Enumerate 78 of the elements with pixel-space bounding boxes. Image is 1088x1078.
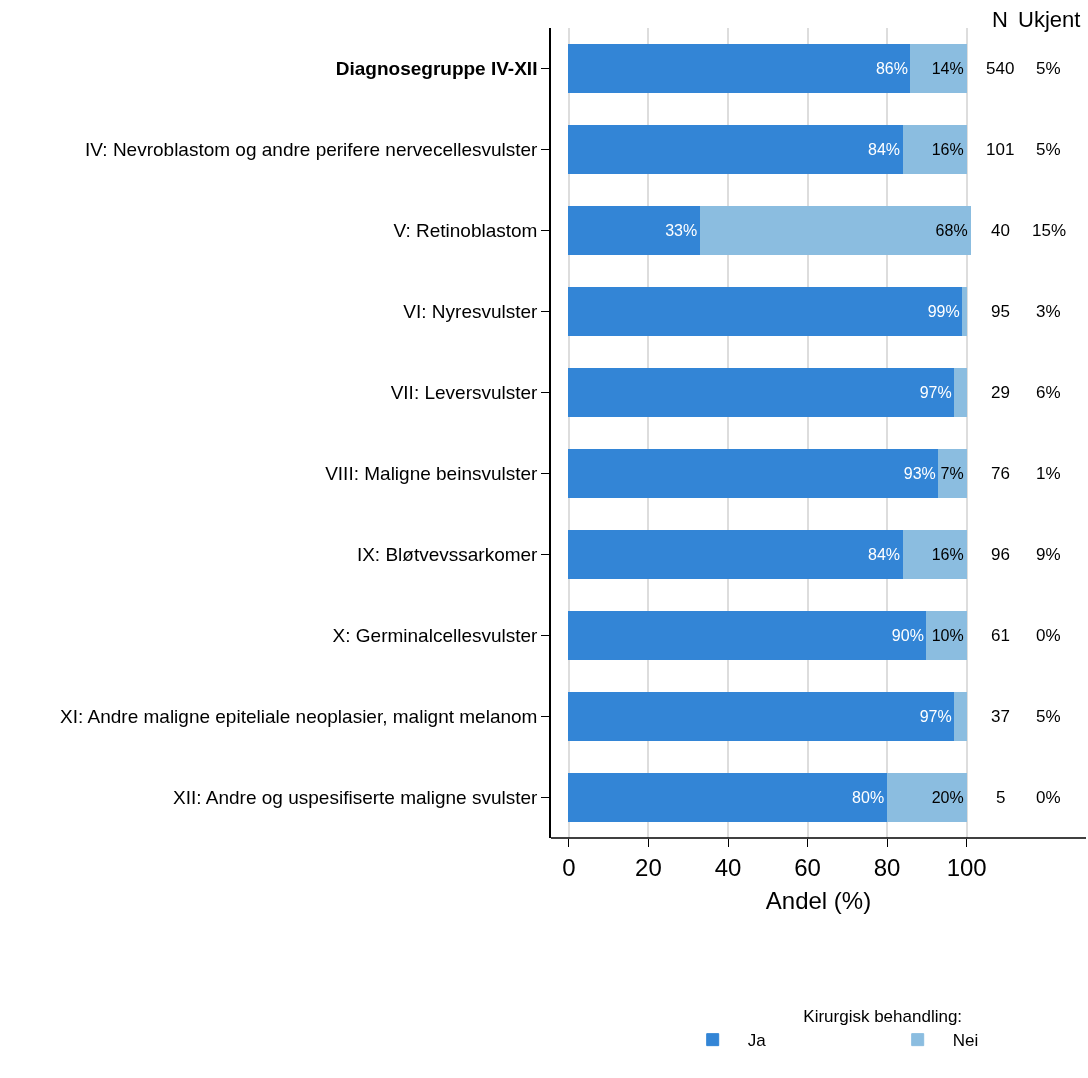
y-tick-label: VI: Nyresvulster [403, 301, 539, 323]
annotation: 76 [991, 464, 1010, 483]
annotation: 5% [1036, 140, 1061, 159]
y-tick-label: Diagnosegruppe IV-XII [335, 58, 538, 80]
annotation: 9% [1036, 545, 1061, 564]
bar [568, 691, 956, 742]
bar [699, 205, 972, 256]
bar [962, 286, 968, 337]
x-tick-label: 20 [635, 853, 662, 881]
data-label: 86% [875, 60, 908, 77]
annotation: 15% [1032, 221, 1067, 240]
bar [568, 610, 928, 661]
bar [954, 691, 968, 742]
y-tick-label: XI: Andre maligne epiteliale neoplasier, malignt melanom [60, 706, 538, 728]
bar [568, 367, 956, 418]
bar [568, 529, 904, 580]
y-tick-label: IX: Bløtvevssarkomer [356, 544, 539, 566]
bar [902, 124, 968, 175]
data-label: 16% [931, 546, 964, 563]
bar [954, 367, 968, 418]
annotation: 95 [991, 302, 1010, 321]
annotation: 101 [986, 140, 1015, 159]
data-label: 33% [665, 222, 698, 239]
annotation: 37 [991, 707, 1010, 726]
data-label: 20% [931, 789, 964, 806]
y-tick-label: IV: Nevroblastom og andre perifere nervecellesvulster [85, 139, 539, 161]
legend-title: Kirurgisk behandling: [803, 1007, 963, 1027]
bar [568, 43, 912, 94]
bar [910, 43, 968, 94]
data-label: 93% [903, 465, 936, 482]
data-label: 84% [868, 546, 901, 563]
annotation: 40 [991, 221, 1010, 240]
annotation: 96 [991, 545, 1010, 564]
data-label: 16% [931, 141, 964, 158]
bar [902, 529, 968, 580]
y-tick-label: X: Germinalcellesvulster [332, 625, 539, 647]
data-label: 10% [931, 627, 964, 644]
annotation: 5% [1036, 59, 1061, 78]
data-label: 97% [919, 384, 952, 401]
data-label: 90% [891, 627, 924, 644]
annotation: 61 [991, 626, 1010, 645]
data-label: 14% [931, 60, 964, 77]
annotation: 1% [1036, 464, 1061, 483]
annotation: 3% [1036, 302, 1061, 321]
annotation: 6% [1036, 383, 1061, 402]
data-label: 7% [940, 465, 964, 482]
data-label: 68% [935, 222, 968, 239]
annotation: 5 [996, 788, 1006, 807]
bar [568, 286, 964, 337]
x-tick-label: 60 [794, 853, 821, 881]
y-tick-label: VII: Leversvulster [390, 382, 539, 404]
annotation: 0% [1036, 626, 1061, 645]
annotation: 540 [986, 59, 1015, 78]
data-label: 80% [852, 789, 885, 806]
data-label: 97% [919, 708, 952, 725]
annotation: N [992, 7, 1008, 32]
bar [938, 448, 968, 499]
bar [568, 772, 888, 823]
legend-label: Nei [952, 1031, 979, 1051]
x-tick-label: 40 [714, 853, 742, 881]
y-tick-label: VIII: Maligne beinsvulster [325, 463, 539, 485]
data-label: 99% [927, 303, 960, 320]
annotation: 0% [1036, 788, 1061, 807]
annotation: Ukjent [1018, 7, 1081, 32]
x-axis-title: Andel (%) [765, 887, 872, 915]
y-tick-label: V: Retinoblastom [393, 220, 538, 242]
x-tick-label: 80 [873, 853, 901, 881]
y-tick-label: XII: Andre og uspesifiserte maligne svulster [173, 787, 539, 809]
bar [886, 772, 968, 823]
bar [568, 124, 904, 175]
data-label: 84% [868, 141, 901, 158]
legend-label: Ja [747, 1031, 767, 1051]
bar [568, 205, 701, 256]
x-tick-label: 0 [562, 853, 576, 881]
annotation: 29 [991, 383, 1010, 402]
bar [568, 448, 940, 499]
x-tick-label: 100 [946, 853, 987, 881]
annotation: 5% [1036, 707, 1061, 726]
